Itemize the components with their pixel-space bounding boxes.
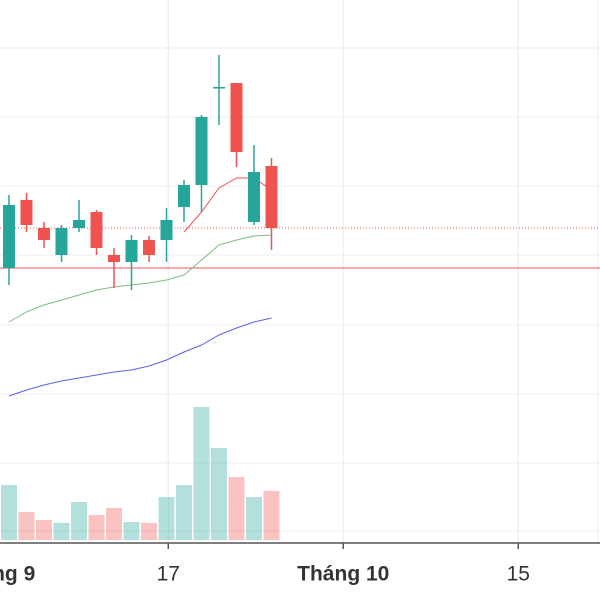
- x-tick-label: Tháng 9: [0, 563, 35, 586]
- candle-body: [73, 220, 85, 228]
- x-tick-label: 15: [507, 563, 530, 586]
- moving-average: [8, 234, 272, 323]
- candle-body: [143, 240, 155, 255]
- volume-bar: [246, 497, 262, 540]
- x-tick-label: Tháng 10: [297, 563, 389, 586]
- volume-bar: [18, 512, 35, 540]
- candle-body: [55, 228, 68, 255]
- volume-bar: [88, 515, 105, 540]
- volume-bar: [123, 522, 140, 540]
- volume-bar: [211, 448, 227, 540]
- candle-body: [3, 205, 15, 268]
- volume-bar: [228, 477, 245, 540]
- volume-bar: [263, 491, 280, 540]
- candle-body: [178, 185, 190, 207]
- volume-bar: [176, 485, 192, 540]
- moving-average: [8, 317, 272, 397]
- volume-bar: [193, 407, 210, 540]
- candle-body: [90, 212, 103, 248]
- volume-bar: [1, 485, 17, 540]
- candle-body: [160, 220, 173, 240]
- candle-body: [213, 87, 225, 89]
- volume-bar: [158, 497, 175, 540]
- candle-body: [38, 228, 50, 240]
- volume-bar: [106, 508, 122, 540]
- volume-bar: [36, 520, 52, 540]
- candle-body: [230, 83, 243, 152]
- candle-body: [20, 200, 33, 225]
- candle-body: [195, 117, 208, 185]
- volume-bar: [53, 523, 70, 540]
- volume-bar: [141, 523, 157, 540]
- candle-body: [248, 172, 260, 222]
- axis-background: [0, 543, 600, 600]
- candle-body: [125, 240, 138, 262]
- grid: [0, 47, 600, 532]
- candle-body: [108, 255, 120, 262]
- candle-body: [265, 166, 278, 228]
- volume-bar: [71, 502, 87, 540]
- x-tick-label: 17: [157, 563, 180, 586]
